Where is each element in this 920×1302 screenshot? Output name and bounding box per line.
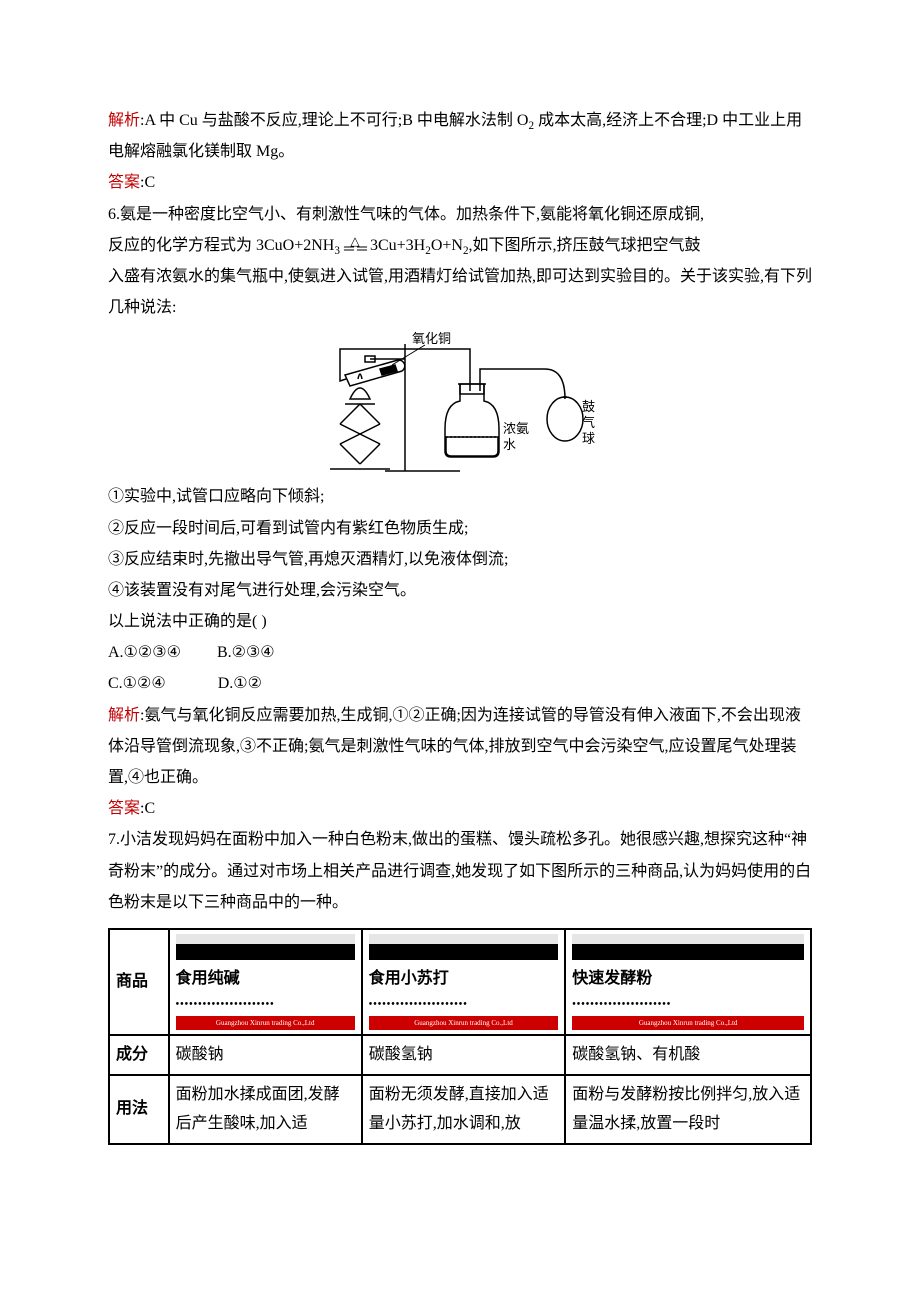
reaction-post1: 3Cu+3H — [370, 237, 425, 254]
q6-stem-line3: 入盛有浓氨水的集气瓶中,使氨进入试管,用酒精灯给试管加热,即可达到实验目的。关于… — [108, 261, 812, 323]
label-top-bar — [369, 934, 559, 960]
label-ball-1: 鼓 — [582, 399, 595, 414]
label-ammonia-2: 水 — [503, 437, 516, 452]
q6-item-3: ③反应结束时,先撤出导气管,再熄灭酒精灯,以免液体倒流; — [108, 544, 812, 575]
row-title-product: 商品 — [109, 929, 169, 1035]
usage-2: 面粉与发酵粉按比例拌匀,放入适量温水揉,放置一段时 — [565, 1075, 811, 1144]
q6-item-1: ①实验中,试管口应略向下倾斜; — [108, 481, 812, 512]
q6-stem-line1: 6.氨是一种密度比空气小、有刺激性气味的气体。加热条件下,氨能将氧化铜还原成铜, — [108, 199, 812, 230]
q6-options-row2: C.①②④ D.①② — [108, 668, 812, 699]
label-dots: •••••••••••••••••••••• — [176, 996, 355, 1015]
q6-item-4: ④该装置没有对尾气进行处理,会污染空气。 — [108, 575, 812, 606]
product-name-2: 快速发酵粉 — [572, 964, 804, 994]
q5-answer: 答案:C — [108, 167, 812, 198]
q6-answer-value: :C — [140, 800, 155, 817]
q6-analysis-text: :氨气与氧化铜反应需要加热,生成铜,①②正确;因为连接试管的导管没有伸入液面下,… — [108, 707, 801, 786]
q6-analysis: 解析:氨气与氧化铜反应需要加热,生成铜,①②正确;因为连接试管的导管没有伸入液面… — [108, 700, 812, 794]
label-cuo: 氧化铜 — [412, 331, 451, 346]
usage-1: 面粉无须发酵,直接加入适量小苏打,加水调和,放 — [362, 1075, 566, 1144]
q6-answer: 答案:C — [108, 793, 812, 824]
option-b: B.②③④ — [217, 644, 275, 661]
product-cell-2: 快速发酵粉 •••••••••••••••••••••• Guangzhou X… — [565, 929, 811, 1035]
option-d: D.①② — [218, 675, 262, 692]
products-table: 商品 食用纯碱 •••••••••••••••••••••• Guangzhou… — [108, 928, 812, 1145]
analysis-label: 解析 — [108, 707, 140, 724]
option-c: C.①②④ — [108, 675, 166, 692]
product-name-0: 食用纯碱 — [176, 964, 355, 994]
apparatus-svg: 氧化铜 浓氨 水 鼓 气 球 — [310, 329, 610, 479]
label-top-bar — [572, 934, 804, 960]
product-cell-0: 食用纯碱 •••••••••••••••••••••• Guangzhou Xi… — [169, 929, 362, 1035]
q5-analysis-text-1: :A 中 Cu 与盐酸不反应,理论上不可行;B 中电解水法制 O — [140, 112, 528, 129]
q5-analysis: 解析:A 中 Cu 与盐酸不反应,理论上不可行;B 中电解水法制 O2 成本太高… — [108, 105, 812, 167]
table-row-usage: 用法 面粉加水揉成面团,发酵后产生酸味,加入适 面粉无须发酵,直接加入适量小苏打… — [109, 1075, 811, 1144]
label-top-bar — [176, 934, 355, 960]
q7-stem: 7.小洁发现妈妈在面粉中加入一种白色粉末,做出的蛋糕、馒头疏松多孔。她很感兴趣,… — [108, 824, 812, 918]
label-dots: •••••••••••••••••••••• — [572, 996, 804, 1015]
product-cell-1: 食用小苏打 •••••••••••••••••••••• Guangzhou X… — [362, 929, 566, 1035]
label-bottom-bar: Guangzhou Xinrun trading Co.,Ltd — [572, 1016, 804, 1030]
label-dots: •••••••••••••••••••••• — [369, 996, 559, 1015]
q6-prompt: 以上说法中正确的是( ) — [108, 606, 812, 637]
reaction-post2: O+N — [431, 237, 463, 254]
label-ammonia-1: 浓氨 — [503, 421, 529, 436]
option-a: A.①②③④ — [108, 644, 181, 661]
table-row-composition: 成分 碳酸钠 碳酸氢钠 碳酸氢钠、有机酸 — [109, 1035, 811, 1075]
condition-equals: ＝＝ — [342, 244, 368, 258]
composition-0: 碳酸钠 — [169, 1035, 362, 1075]
q6-options-row1: A.①②③④ B.②③④ — [108, 637, 812, 668]
product-name-1: 食用小苏打 — [369, 964, 559, 994]
label-ball-3: 球 — [582, 431, 595, 446]
composition-1: 碳酸氢钠 — [362, 1035, 566, 1075]
q5-answer-value: :C — [140, 174, 155, 191]
q6-item-2: ②反应一段时间后,可看到试管内有紫红色物质生成; — [108, 513, 812, 544]
q6-reaction-line: 反应的化学方程式为 3CuO+2NH3△＝＝3Cu+3H2O+N2,如下图所示,… — [108, 230, 812, 261]
apparatus-figure: 氧化铜 浓氨 水 鼓 气 球 — [108, 323, 812, 481]
row-title-usage: 用法 — [109, 1075, 169, 1144]
row-title-composition: 成分 — [109, 1035, 169, 1075]
analysis-label: 解析 — [108, 112, 140, 129]
reaction-tail: ,如下图所示,挤压鼓气球把空气鼓 — [469, 237, 701, 254]
page: 解析:A 中 Cu 与盐酸不反应,理论上不可行;B 中电解水法制 O2 成本太高… — [0, 0, 920, 1302]
answer-label: 答案 — [108, 800, 140, 817]
label-bottom-bar: Guangzhou Xinrun trading Co.,Ltd — [369, 1016, 559, 1030]
table-row-header: 商品 食用纯碱 •••••••••••••••••••••• Guangzhou… — [109, 929, 811, 1035]
reaction-condition: △＝＝ — [340, 235, 370, 258]
reaction-pre: 反应的化学方程式为 3CuO+2NH — [108, 237, 334, 254]
label-bottom-bar: Guangzhou Xinrun trading Co.,Ltd — [176, 1016, 355, 1030]
answer-label: 答案 — [108, 174, 140, 191]
label-ball-2: 气 — [582, 415, 595, 430]
usage-0: 面粉加水揉成面团,发酵后产生酸味,加入适 — [169, 1075, 362, 1144]
composition-2: 碳酸氢钠、有机酸 — [565, 1035, 811, 1075]
